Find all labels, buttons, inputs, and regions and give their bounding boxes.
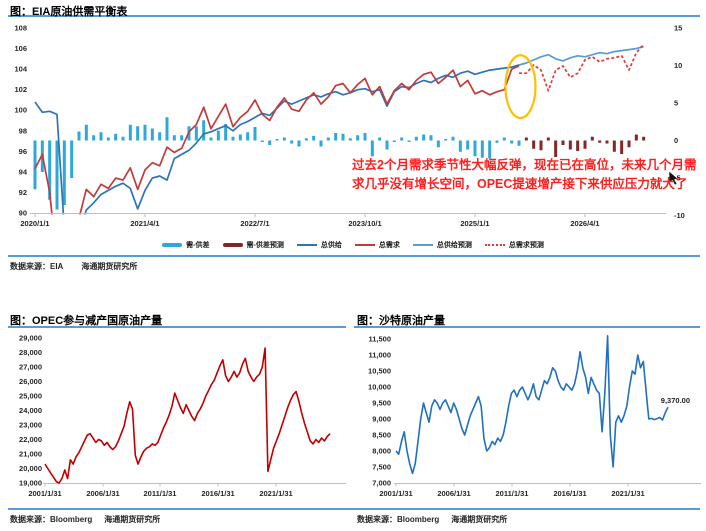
eia-x-tick-label: 2026/4/1 — [570, 219, 599, 228]
saudi-title-rule — [354, 326, 700, 328]
opec-output-chart-y-tick-label: 29,000 — [19, 334, 42, 343]
legend-swatch-icon — [412, 244, 433, 246]
opec-output-chart-x-tick-label: 2006/1/31 — [86, 489, 119, 498]
saudi-output-chart-y-tick-label: 11,000 — [368, 351, 391, 360]
eia-right-tick-label: 5 — [674, 99, 678, 108]
opec-output-chart-y-tick-label: 28,000 — [19, 348, 42, 357]
legend-label: 总需求预测 — [508, 242, 544, 249]
legend-swatch-icon — [296, 244, 317, 246]
legend-item-2: 总供给 — [296, 240, 342, 250]
eia-title-rule — [8, 15, 700, 17]
opec-chart-title: 图：OPEC参与减产国原油产量 — [10, 315, 163, 327]
saudi-output-chart-x-tick-label: 2006/1/31 — [437, 489, 470, 498]
saudi-output-chart-x-tick-label: 2011/1/31 — [496, 489, 529, 498]
eia-x-tick-label: 2022/7/1 — [240, 219, 269, 228]
legend-item-0: 需-供差 — [162, 240, 210, 250]
saudi-source-label: 数据来源：Bloomberg — [357, 515, 440, 524]
opec-source-org: 海通期货研究所 — [104, 515, 161, 524]
eia-right-tick-label: -10 — [674, 211, 685, 220]
opec-output-chart-y-tick-label: 21,000 — [19, 450, 42, 459]
legend-swatch-icon — [354, 244, 375, 246]
legend-label: 需-供差预测 — [246, 242, 284, 249]
eia-left-tick-label: 108 — [14, 24, 27, 33]
eia-left-tick-label: 92 — [19, 188, 27, 197]
eia-right-tick-label: 15 — [674, 24, 682, 33]
opec-output-chart-y-tick-label: 19,000 — [19, 479, 42, 488]
legend-label: 总需求 — [378, 242, 400, 249]
saudi-output-chart-y-tick-label: 10,000 — [368, 383, 391, 392]
saudi-last-value-label: 9,370.00 — [661, 396, 690, 405]
saudi-output-chart-y-tick-label: 8,000 — [372, 447, 391, 456]
opec-output-chart-y-tick-label: 24,000 — [19, 406, 42, 415]
eia-left-tick-label: 100 — [14, 106, 27, 115]
opec-source-label: 数据来源：Bloomberg — [10, 515, 93, 524]
legend-item-1: 需-供差预测 — [222, 240, 284, 250]
eia-left-tick-label: 106 — [14, 44, 27, 53]
opec-output-chart-x-tick-label: 2011/1/31 — [144, 489, 177, 498]
legend-label: 需-供差 — [186, 242, 210, 249]
legend-item-3: 总需求 — [354, 240, 400, 250]
opec-output-chart-y-tick-label: 27,000 — [19, 363, 42, 372]
eia-x-tick-label: 2020/1/1 — [20, 219, 49, 228]
eia-lines — [34, 43, 645, 215]
eia-right-tick-label: 0 — [674, 136, 678, 145]
legend-item-4: 总供给预测 — [412, 240, 472, 250]
opec-output-chart-x-tick-label: 2021/1/31 — [259, 489, 292, 498]
eia-source-label: 数据来源：EIA — [10, 262, 64, 271]
eia-x-tick-label: 2021/4/1 — [130, 219, 159, 228]
eia-bottom-rule — [8, 255, 700, 257]
legend-swatch-icon — [222, 243, 243, 247]
eia-left-tick-label: 104 — [14, 65, 27, 74]
opec-output-chart-x-tick-label: 2001/1/31 — [28, 489, 61, 498]
eia-x-tick-label: 2023/10/1 — [348, 219, 381, 228]
opec-output-chart-y-tick-label: 22,000 — [19, 435, 42, 444]
eia-left-tick-label: 96 — [19, 147, 27, 156]
legend-label: 总供给 — [320, 242, 342, 249]
eia-source-row: 数据来源：EIA 海通期货研究所 — [10, 261, 137, 272]
highlight-ellipse — [504, 54, 537, 120]
opec-output-chart-y-tick-label: 25,000 — [19, 392, 42, 401]
bottom-section-rule — [8, 508, 700, 510]
eia-x-tick-label: 2025/1/1 — [460, 219, 489, 228]
saudi-output-chart-x-tick-label: 2016/1/31 — [553, 489, 586, 498]
legend-label: 总供给预测 — [436, 242, 472, 249]
saudi-output-chart-y-tick-label: 9,500 — [372, 399, 391, 408]
legend-item-5: 总需求预测 — [484, 240, 544, 250]
opec-output-chart-y-tick-label: 26,000 — [19, 377, 42, 386]
legend-swatch-icon — [162, 243, 183, 247]
opec-source-row: 数据来源：Bloomberg 海通期货研究所 — [10, 514, 160, 525]
saudi-output-chart: 11,500 11,000 10,500 10,000 9,500 9,000 8,500 8… — [368, 335, 701, 498]
mouse-cursor-icon — [668, 170, 680, 186]
saudi-output-chart-y-tick-label: 7,500 — [372, 463, 391, 472]
saudi-output-chart-y-tick-label: 8,500 — [372, 431, 391, 440]
opec-output-chart: 29,000 28,000 27,000 26,000 25,000 24,000 23,0… — [19, 334, 346, 498]
saudi-output-chart-y-tick-label: 11,500 — [368, 335, 391, 344]
saudi-output-chart-x-tick-label: 2001/1/31 — [379, 489, 412, 498]
eia-source-org: 海通期货研究所 — [81, 262, 138, 271]
opec-output-chart-y-tick-label: 23,000 — [19, 421, 42, 430]
saudi-output-chart-y-tick-label: 9,000 — [372, 415, 391, 424]
saudi-chart-title: 图：沙特原油产量 — [357, 315, 445, 327]
eia-left-tick-label: 94 — [19, 167, 28, 176]
eia-left-tick-label: 90 — [19, 209, 27, 218]
eia-chart-title: 图：EIA原油供需平衡表 — [10, 6, 128, 18]
eia-annotation: 过去2个月需求季节性大幅反弹，现在已在高位，未来几个月需求几乎没有增长空间，OP… — [352, 158, 697, 191]
eia-balance-chart: 2020/1/1 2021/4/1 2022/7/1 2023/10/1 2025/1/… — [14, 24, 685, 229]
opec-output-chart-x-tick-label: 2016/1/31 — [201, 489, 234, 498]
eia-left-tick-label: 102 — [14, 85, 27, 94]
legend-swatch-icon — [484, 244, 505, 246]
saudi-output-chart-y-tick-label: 10,500 — [368, 367, 391, 376]
eia-legend: 需-供差 需-供差预测 总供给 总需求 总供给预测 总需求预测 — [0, 240, 706, 250]
opec-output-chart-y-tick-label: 20,000 — [19, 464, 42, 473]
eia-bars — [33, 117, 646, 210]
opec-title-rule — [8, 326, 346, 328]
eia-left-tick-label: 98 — [19, 126, 27, 135]
saudi-source-org: 海通期货研究所 — [451, 515, 508, 524]
eia-right-tick-label: 10 — [674, 61, 682, 70]
saudi-output-chart-y-tick-label: 7,000 — [372, 479, 391, 488]
saudi-output-chart-x-tick-label: 2021/1/31 — [611, 489, 644, 498]
saudi-source-row: 数据来源：Bloomberg 海通期货研究所 — [357, 514, 507, 525]
